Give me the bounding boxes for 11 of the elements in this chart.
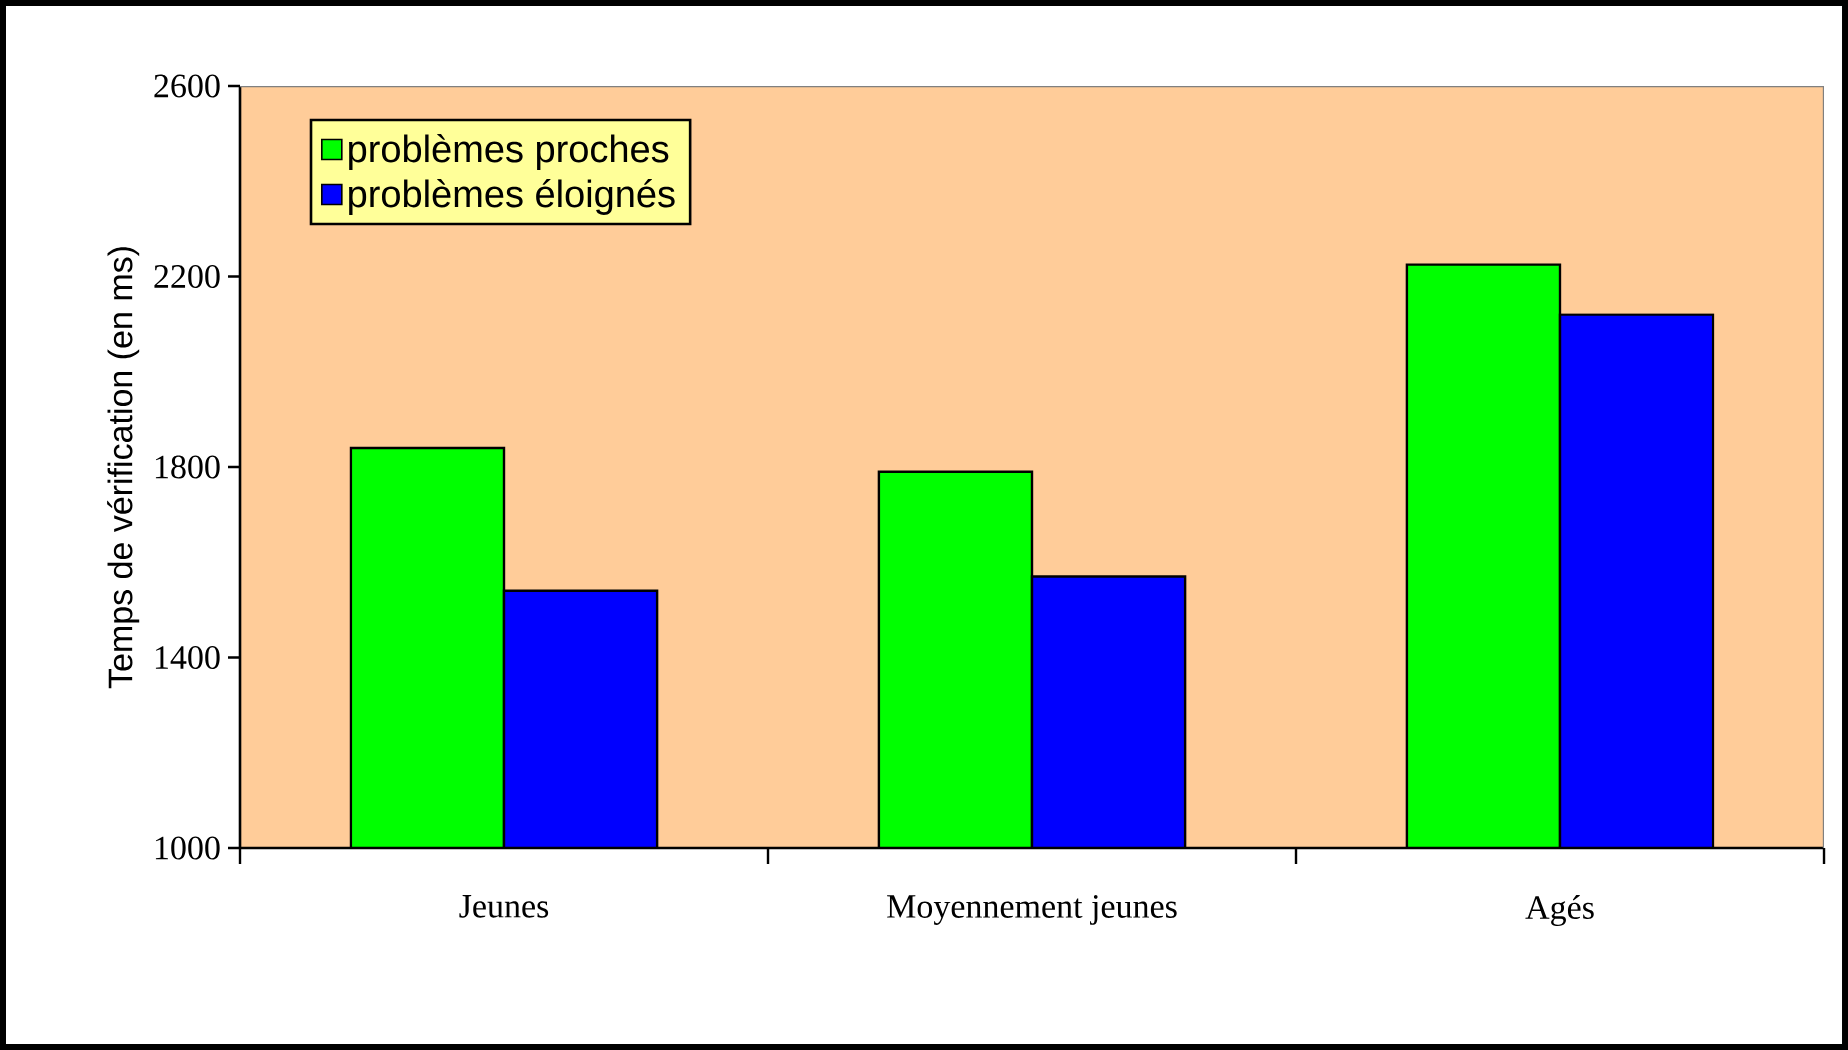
y-tick-label: 1400 [155,646,220,669]
y-tick-label: 1000 [155,836,220,860]
y-tick-label: 2600 [154,74,220,98]
y-axis-title: Temps de vérification (en ms) [107,247,140,689]
legend-label: problèmes éloignés [349,179,675,215]
legend-label: problèmes proches [349,134,669,170]
x-tick-label: Moyennement jeunes [887,895,1177,925]
y-tick-label: 1800 [155,455,220,479]
x-tick-label: Jeunes [459,895,549,918]
x-tick-label: Agés [1525,895,1594,927]
y-tick-label: 2200 [154,265,220,288]
